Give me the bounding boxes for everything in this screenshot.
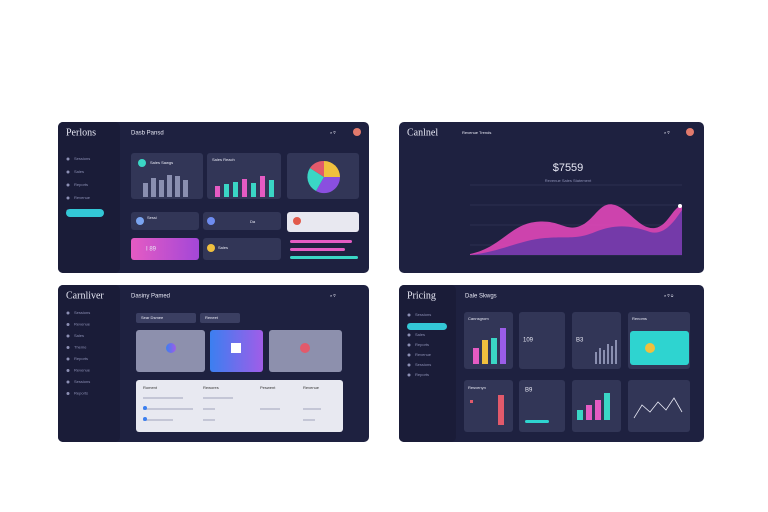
nav-icon: [407, 363, 411, 367]
table-header: Revenue: [303, 385, 320, 390]
nav-item[interactable]: Reports: [74, 391, 88, 396]
nav-item[interactable]: Reports: [74, 356, 88, 361]
nav-icon: [66, 323, 70, 326]
nav-item[interactable]: Reports: [415, 372, 429, 377]
search[interactable]: Sear Dsmee: [141, 315, 164, 320]
panel-title: Pricing: [407, 290, 436, 301]
nav-icon: [66, 170, 70, 174]
panel-header: Dasb Pansd: [131, 131, 164, 137]
nav-icon: [407, 343, 411, 347]
nav-item[interactable]: Sessions: [415, 312, 431, 317]
nav-icon: [66, 369, 70, 372]
card-label: Resvenyn: [468, 385, 486, 390]
card-value: 109: [523, 338, 534, 344]
item: Sales: [218, 245, 228, 250]
panel-header: Dasiny Pamed: [131, 294, 170, 300]
nav-icon: [66, 392, 70, 395]
item: Sessi: [147, 215, 157, 220]
nav-item[interactable]: Sales: [415, 332, 425, 337]
card-label: Sales Reach: [212, 157, 235, 162]
nav-icon: [66, 334, 70, 338]
nav-item[interactable]: Reports: [415, 342, 429, 347]
panel-header: Revenue Trends: [462, 130, 491, 135]
nav-item[interactable]: Sessions: [74, 310, 90, 315]
nav-item[interactable]: Sales: [74, 333, 84, 338]
card-label: Renoms: [632, 316, 647, 321]
panel-header: Dale Skwgs: [465, 294, 497, 300]
nav-item[interactable]: Revenue: [74, 322, 91, 327]
nav-icon: [66, 357, 70, 361]
amount: $7559: [553, 162, 584, 174]
nav-icon: [66, 157, 70, 161]
nav-icon: [407, 313, 411, 317]
nav-item[interactable]: Sessions: [415, 362, 431, 367]
nav-item[interactable]: Revenue: [74, 195, 91, 200]
nav-item[interactable]: Sessions: [74, 156, 90, 161]
panel: Carnliver Dasiny Pamed ⌕ ⊽ Sessions Reven…: [58, 285, 369, 442]
nav-icon: [407, 373, 411, 377]
nav-icon: [66, 346, 70, 349]
caption: Revenue Sales Statement: [545, 178, 592, 183]
table-header: Roment: [143, 385, 158, 390]
nav-icon: [407, 333, 411, 337]
card-value: B9: [525, 388, 533, 394]
panel: Pricing Dale Skwgs ⌕ ⊽ ⊙ Sessions Revenue…: [399, 285, 704, 442]
icons[interactable]: ⌕ ⊽: [664, 130, 670, 135]
nav-item[interactable]: Revenue: [74, 368, 91, 373]
icons[interactable]: ⌕ ⊽: [330, 293, 336, 298]
icons[interactable]: ⌕ ⊽ ⊙: [664, 293, 674, 298]
button-label[interactable]: I 89: [146, 247, 157, 253]
nav-icon: [66, 196, 70, 200]
item: Da: [250, 219, 256, 224]
panel: Perlons Dasb Pansd ⌕ ⊽ Sessions Sales Repo…: [58, 122, 369, 273]
panel: Canlnel Revenue Trends ⌕ ⊽ $7559 Revenue…: [399, 122, 704, 273]
search[interactable]: Reneet: [205, 315, 219, 320]
icons[interactable]: ⌕ ⊽: [330, 130, 336, 135]
table-header: Rewores: [203, 385, 219, 390]
nav-item[interactable]: Sales: [74, 169, 84, 174]
nav-item[interactable]: Revenue: [415, 352, 432, 357]
nav-icon: [66, 311, 70, 315]
table-header: Peswent: [260, 385, 276, 390]
nav-icon: [66, 183, 70, 187]
panel-title: Canlnel: [407, 127, 438, 138]
nav-item[interactable]: Theme: [74, 345, 87, 350]
nav-icon: [66, 380, 70, 384]
nav-item[interactable]: Reports: [74, 182, 88, 187]
card-label: Sales Sawgs: [150, 160, 173, 165]
panel-title: Perlons: [66, 127, 96, 138]
card-label: Cannsgrom: [468, 316, 489, 321]
panel-title: Carnliver: [66, 290, 104, 301]
card-value: B3: [576, 338, 584, 344]
nav-icon: [407, 353, 411, 357]
nav-item[interactable]: Sessions: [74, 379, 90, 384]
